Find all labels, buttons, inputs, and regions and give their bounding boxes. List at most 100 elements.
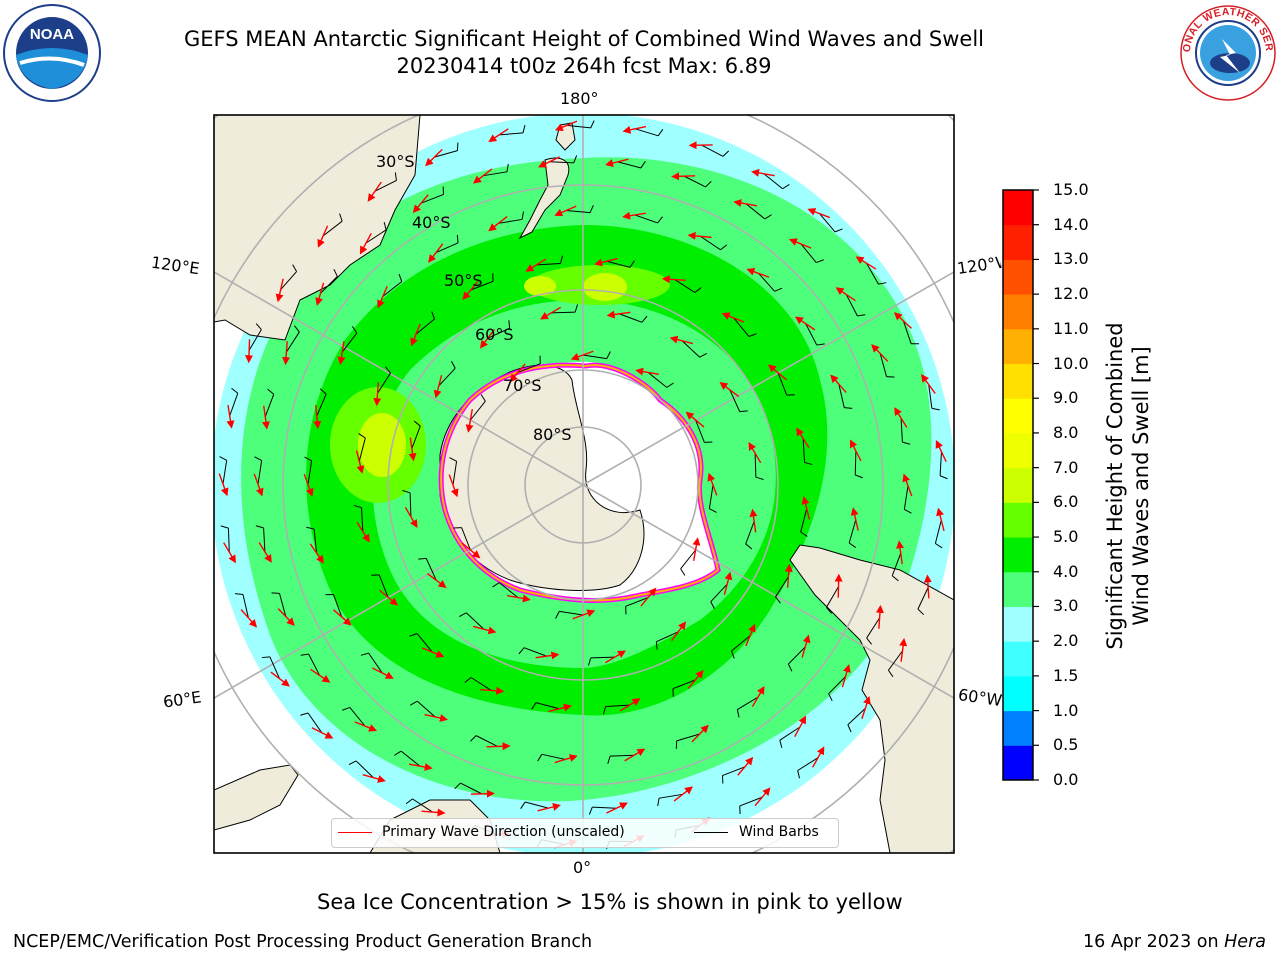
wave-direction-arrow xyxy=(554,754,578,764)
wave-direction-arrow xyxy=(807,208,831,219)
wind-barb-flag xyxy=(219,456,227,461)
wind-barb-flag xyxy=(657,216,663,224)
wind-barb-flag xyxy=(506,163,509,172)
colorbar-tick-label: 1.0 xyxy=(1053,700,1079,720)
wind-barb xyxy=(634,214,658,224)
wind-barb xyxy=(374,179,397,192)
wave-direction-arrow xyxy=(218,473,229,497)
wind-barb-flag xyxy=(887,669,894,678)
wind-barb xyxy=(680,549,696,570)
wave-direction-arrow xyxy=(310,668,331,683)
wind-barb xyxy=(848,519,857,544)
colorbar-tick-label: 2.0 xyxy=(1053,631,1079,651)
colorbar-segment xyxy=(1003,641,1033,677)
wind-barb-flag xyxy=(847,724,852,733)
madagascar-landmass xyxy=(214,764,299,831)
wave-direction-arrow xyxy=(801,634,811,658)
wind-barb-flag xyxy=(736,709,740,718)
wind-barb xyxy=(470,280,494,291)
wind-barb-flag xyxy=(640,161,646,169)
wind-barb-flag xyxy=(641,315,648,323)
wind-barb xyxy=(333,594,343,618)
wind-barb xyxy=(676,733,700,742)
wind-barb xyxy=(647,372,668,388)
wave-direction-arrow xyxy=(855,256,877,270)
wave-direction-arrow xyxy=(410,323,421,347)
wind-barb-flag xyxy=(834,228,843,233)
wind-barb-flag xyxy=(456,234,459,243)
wind-barb xyxy=(729,389,741,412)
wind-barb-flag xyxy=(857,314,866,317)
wind-barb-flag xyxy=(755,476,764,481)
wave-direction-arrow xyxy=(448,474,459,498)
colorbar-tick-label: 0.0 xyxy=(1053,770,1079,789)
colorbar-segment xyxy=(1003,745,1033,781)
wave-direction-arrow xyxy=(749,508,758,533)
wind-barb xyxy=(264,394,275,417)
legend-wave-direction-swatch xyxy=(338,832,372,833)
wind-barb-flag xyxy=(409,700,418,706)
wind-barb-flag xyxy=(606,351,611,359)
footer-date-text: 16 Apr 2023 on xyxy=(1083,932,1225,952)
wind-barb-flag xyxy=(413,420,421,427)
wind-barb xyxy=(610,754,635,757)
wave-direction-arrow xyxy=(893,312,912,329)
wind-barb xyxy=(708,484,714,509)
wind-barb xyxy=(939,451,942,476)
wind-barb-flag xyxy=(931,407,940,411)
wind-barb-flag xyxy=(348,760,357,765)
chart-title: GEFS MEAN Antarctic Significant Height o… xyxy=(183,27,985,51)
wind-barb xyxy=(470,677,492,691)
wind-barb xyxy=(710,583,728,603)
wave-direction-arrow xyxy=(270,671,290,687)
wave-direction-arrow xyxy=(538,156,560,168)
wave-direction-arrow xyxy=(354,721,378,732)
wind-barb xyxy=(307,712,323,733)
wave-direction-arrow xyxy=(433,374,443,399)
wave-direction-arrow xyxy=(317,225,329,248)
colorbar-tick-label: 12.0 xyxy=(1053,284,1089,304)
wind-barb-flag xyxy=(590,120,595,129)
wind-barb-flag xyxy=(531,702,537,710)
wave-direction-arrow xyxy=(421,808,446,817)
wind-barb-flag xyxy=(891,575,899,582)
wave-direction-arrow xyxy=(640,587,657,607)
wind-barb-flag xyxy=(574,304,579,313)
wave-direction-arrow xyxy=(671,172,696,181)
wind-barb xyxy=(656,631,679,643)
wind-barb-flag xyxy=(402,489,411,494)
wave-direction-arrow xyxy=(835,287,856,302)
wave-direction-arrow xyxy=(794,316,816,331)
wave-direction-arrow xyxy=(745,623,756,647)
wave-direction-arrow xyxy=(687,670,704,689)
sea-ice-edge-inner xyxy=(440,364,720,602)
wind-barb-flag xyxy=(353,504,362,509)
wind-barb-flag xyxy=(629,260,635,268)
wave-direction-arrow xyxy=(721,312,745,323)
wind-barb xyxy=(879,353,888,377)
wave-direction-arrow xyxy=(240,609,258,628)
wind-barb xyxy=(674,279,696,293)
wave-direction-arrow xyxy=(356,521,370,543)
wave-direction-arrow xyxy=(861,695,871,719)
wind-barb-flag xyxy=(886,376,895,378)
wave-direction-arrow xyxy=(223,542,236,564)
wave-direction-arrow xyxy=(465,409,474,433)
map-area xyxy=(214,115,954,853)
wind-barb-flag xyxy=(917,608,925,616)
wave-direction-arrow xyxy=(462,281,479,300)
wave-direction-arrow xyxy=(486,742,511,751)
colorbar-frame xyxy=(1002,189,1034,781)
wave-direction-arrow xyxy=(488,128,509,143)
wind-barb xyxy=(412,798,433,813)
wind-barb-flag xyxy=(589,205,594,213)
wind-barb xyxy=(382,281,403,297)
wind-barb-flag xyxy=(383,221,387,230)
wind-barb-flag xyxy=(319,388,327,395)
wind-barb xyxy=(566,124,591,129)
lat-label-70s: 70°S xyxy=(503,376,542,395)
wave-direction-arrow xyxy=(258,542,272,563)
wave-direction-arrow xyxy=(421,647,445,658)
wind-barb xyxy=(891,553,902,576)
wave-direction-arrow xyxy=(923,574,932,599)
